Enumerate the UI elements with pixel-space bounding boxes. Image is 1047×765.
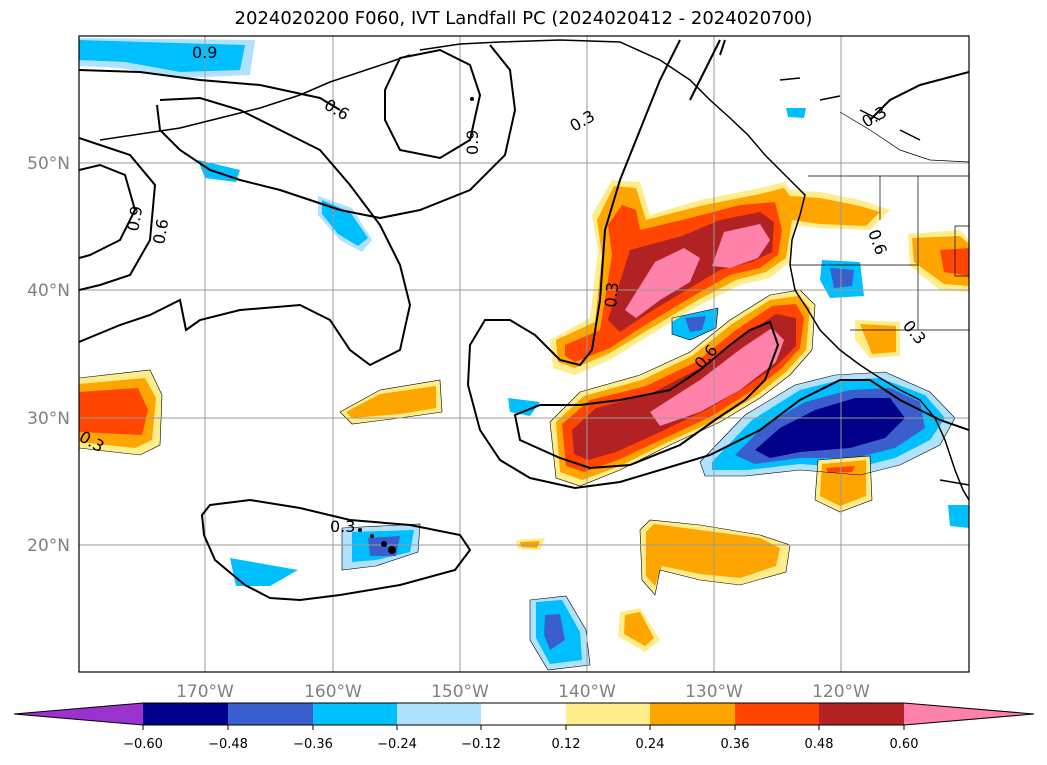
contour-label: 0.9	[192, 43, 217, 62]
colorbar-tick-label: −0.60	[123, 737, 163, 752]
contour-label: 0.9	[123, 204, 146, 232]
hawaii-islands	[358, 97, 474, 554]
colorbar-tick-label: 0.12	[552, 737, 581, 752]
contour-label: 0.3	[330, 517, 355, 536]
lon-tick-label: 140°W	[558, 682, 616, 702]
colorbar-bin	[566, 703, 650, 725]
latitude-labels: 50°N 40°N 30°N 20°N	[27, 154, 70, 556]
colorbar-bin	[228, 703, 313, 725]
lat-tick-label: 30°N	[27, 409, 70, 429]
contour-label: 0.3	[601, 281, 622, 308]
contour-label: 0.6	[149, 217, 172, 245]
colorbar-tick-label: −0.48	[208, 737, 248, 752]
colorbar-extend-high	[904, 703, 1034, 725]
colorbar-tick-label: 0.60	[890, 737, 919, 752]
anomaly-outlines	[79, 289, 956, 671]
map-gridlines	[79, 36, 969, 672]
colorbar-bin	[397, 703, 481, 725]
colorbar: −0.60 −0.48 −0.36 −0.24 −0.12 0.12 0.24 …	[13, 702, 1035, 752]
lat-tick-label: 20°N	[27, 536, 70, 556]
colorbar-bin	[143, 703, 228, 725]
lat-tick-label: 50°N	[27, 154, 70, 174]
colorbar-tick-label: 0.24	[636, 737, 665, 752]
colorbar-bin	[481, 703, 566, 725]
colorbar-bin	[650, 703, 735, 725]
colorbar-bin	[735, 703, 819, 725]
colorbar-tick-label: −0.12	[461, 737, 501, 752]
lon-tick-label: 130°W	[685, 682, 743, 702]
state-borders	[790, 111, 969, 331]
colorbar-bin	[819, 703, 904, 725]
lon-tick-label: 120°W	[812, 682, 870, 702]
map-title: 2024020200 F060, IVT Landfall PC (202402…	[234, 8, 813, 29]
positive-anomaly-fill	[79, 180, 969, 652]
longitude-labels: 170°W 160°W 150°W 140°W 130°W 120°W	[176, 682, 870, 702]
colorbar-extend-low	[14, 703, 143, 725]
lon-tick-label: 150°W	[431, 682, 489, 702]
contour-label: 0.9	[463, 130, 482, 155]
ocean-background	[79, 36, 969, 672]
lon-tick-label: 160°W	[304, 682, 362, 702]
map-frame	[78, 35, 970, 673]
colorbar-tick-label: 0.48	[805, 737, 834, 752]
colorbar-bin	[313, 703, 397, 725]
map-panel: 0.9 0.6 0.9 0.3 0.9 0.6 0.3 0.3 0.3 0.6 …	[79, 36, 969, 672]
colorbar-tick-label: −0.36	[293, 737, 333, 752]
colorbar-tick-label: 0.36	[721, 737, 750, 752]
lat-tick-label: 40°N	[27, 281, 70, 301]
lon-tick-label: 170°W	[176, 682, 234, 702]
colorbar-tick-label: −0.24	[377, 737, 417, 752]
probability-contours	[79, 39, 969, 602]
